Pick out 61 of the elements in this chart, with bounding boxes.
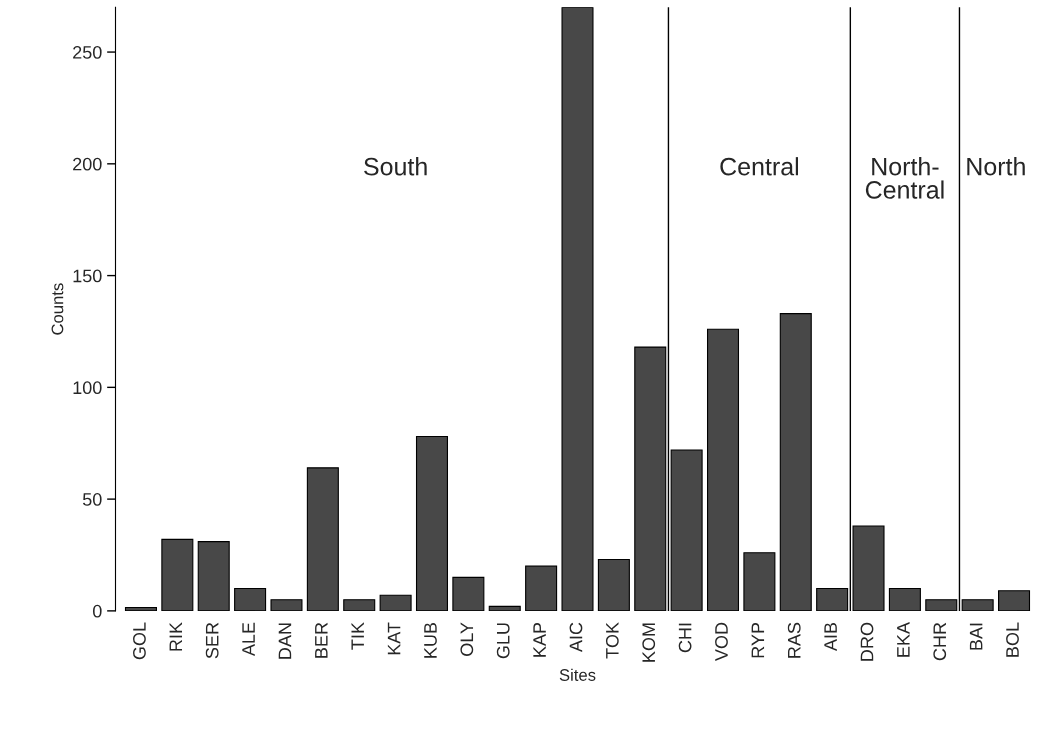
bar [234,587,267,611]
x-tick-label: SER [205,622,219,659]
x-axis-title: Sites [559,668,596,681]
x-tick-label: TIK [351,622,364,650]
bar [779,313,812,611]
x-tick-label: GLU [496,623,510,659]
x-tick-label: RIK [169,622,183,651]
x-tick-label: ALE [242,622,255,657]
bar [197,541,230,611]
annotation: Central [720,157,799,176]
bar [561,7,594,611]
x-tick-label: BER [315,622,328,658]
x-tick-label: RAS [787,622,801,658]
x-tick-label: RYP [751,622,765,658]
x-tick-label: OLY [460,622,474,656]
bar [634,346,667,611]
bar [706,328,740,611]
x-tick-label: DAN [278,623,292,659]
x-tick-label: BAI [969,623,983,650]
x-tick-label: AIC [569,622,583,653]
x-tick-label: CHI [678,623,692,653]
bar [925,599,958,611]
y-tick-label: 100 [73,381,102,395]
bar [816,587,849,611]
x-tick-label: DRO [860,622,874,661]
bar [670,449,703,611]
x-tick-label: CHR [933,622,947,661]
bar [597,558,630,611]
bar [124,606,157,611]
y-tick-label: 150 [73,269,102,283]
y-tick-label: 250 [73,46,102,59]
bar [452,576,485,611]
y-tick-label: 200 [73,157,102,171]
x-tick-label: KUB [424,622,437,658]
x-tick-label: EKA [897,622,910,657]
bar [488,605,521,611]
y-tick-label: 0 [92,604,102,618]
bar [961,599,994,611]
bar [743,552,776,611]
x-tick-label: KOM [642,623,656,662]
bar [888,587,921,611]
x-tick-label: KAP [533,622,546,657]
bar [343,599,376,611]
x-tick-label: BOL [1006,622,1019,657]
x-tick-label: TOK [605,622,619,659]
bar [998,590,1031,611]
x-tick-label: VOD [715,622,728,662]
y-tick-label: 50 [82,493,102,506]
bar [415,435,449,611]
bar [525,565,558,611]
annotation: South [364,157,427,176]
x-tick-label: AIB [824,622,837,652]
bar [270,599,303,611]
bar [306,467,339,611]
y-axis-title: Counts [51,283,64,335]
bar [161,538,194,611]
x-tick-label: KAT [387,622,401,655]
annotation: North [967,157,1025,176]
x-tick-label: GOL [133,622,146,660]
bar [379,594,412,611]
annotation: North- Central [865,157,944,199]
